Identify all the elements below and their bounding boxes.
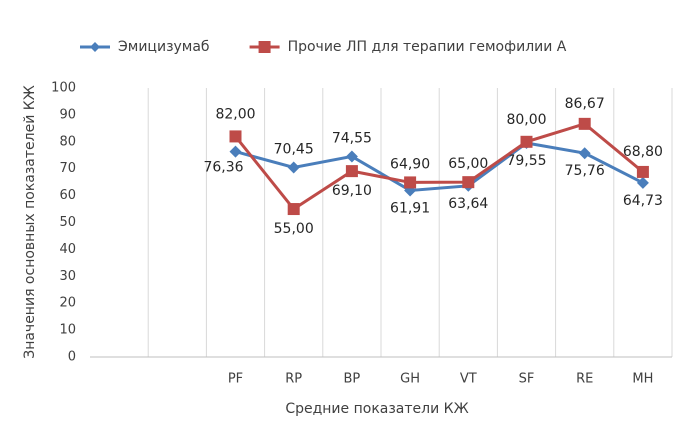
- data-label: 63,64: [448, 196, 488, 212]
- y-tick-label: 80: [59, 134, 76, 149]
- point: [520, 135, 533, 148]
- x-tick-label: PF: [228, 372, 243, 387]
- data-label: 64,90: [390, 156, 430, 172]
- y-tick-label: 40: [59, 242, 76, 257]
- data-label: 79,55: [506, 153, 546, 169]
- y-axis-label: Значения основных показателей КЖ: [22, 85, 38, 359]
- data-label: 76,36: [203, 160, 243, 176]
- data-label: 69,10: [332, 183, 372, 199]
- point: [636, 176, 649, 189]
- x-tick-label: MH: [632, 372, 653, 387]
- x-tick-label: BP: [344, 372, 361, 387]
- point: [404, 176, 417, 189]
- point: [229, 130, 242, 143]
- x-axis-label: Средние показатели КЖ: [285, 401, 468, 417]
- data-label: 74,55: [332, 130, 372, 146]
- y-tick-label: 60: [59, 188, 76, 203]
- point: [287, 203, 300, 216]
- data-label: 82,00: [215, 106, 255, 122]
- data-label: 86,67: [565, 96, 605, 112]
- data-label: 64,73: [623, 193, 663, 209]
- x-tick-label: SF: [519, 372, 535, 387]
- y-tick-label: 90: [59, 107, 76, 122]
- x-tick-label: VT: [460, 372, 477, 387]
- y-tick-label: 0: [68, 350, 76, 365]
- point: [287, 161, 300, 174]
- y-tick-label: 10: [59, 323, 76, 338]
- point: [229, 145, 242, 158]
- y-tick-label: 30: [59, 269, 76, 284]
- x-tick-label: GH: [400, 372, 420, 387]
- y-tick-label: 50: [59, 215, 76, 230]
- legend-marker: [90, 42, 100, 52]
- point: [345, 150, 358, 163]
- point: [345, 165, 358, 178]
- x-tick-label: RE: [576, 372, 593, 387]
- data-label: 55,00: [274, 221, 314, 237]
- data-label: 80,00: [506, 112, 546, 128]
- point: [578, 147, 591, 160]
- legend-label: Прочие ЛП для терапии гемофилии А: [288, 39, 567, 55]
- legend-label: Эмицизумаб: [118, 39, 210, 55]
- series-line: [234, 122, 644, 212]
- legend-marker: [258, 41, 271, 53]
- data-label: 70,45: [274, 141, 314, 157]
- y-tick-label: 70: [59, 161, 76, 176]
- point: [462, 176, 475, 189]
- data-label: 68,80: [623, 144, 663, 160]
- y-tick-label: 20: [59, 296, 76, 311]
- x-tick-label: RP: [285, 372, 302, 387]
- point: [636, 165, 649, 178]
- data-label: 75,76: [565, 163, 605, 179]
- point: [578, 117, 591, 130]
- y-tick-label: 100: [51, 81, 76, 96]
- series-line: [235, 141, 644, 192]
- data-label: 65,00: [448, 156, 488, 172]
- data-label: 61,91: [390, 200, 430, 216]
